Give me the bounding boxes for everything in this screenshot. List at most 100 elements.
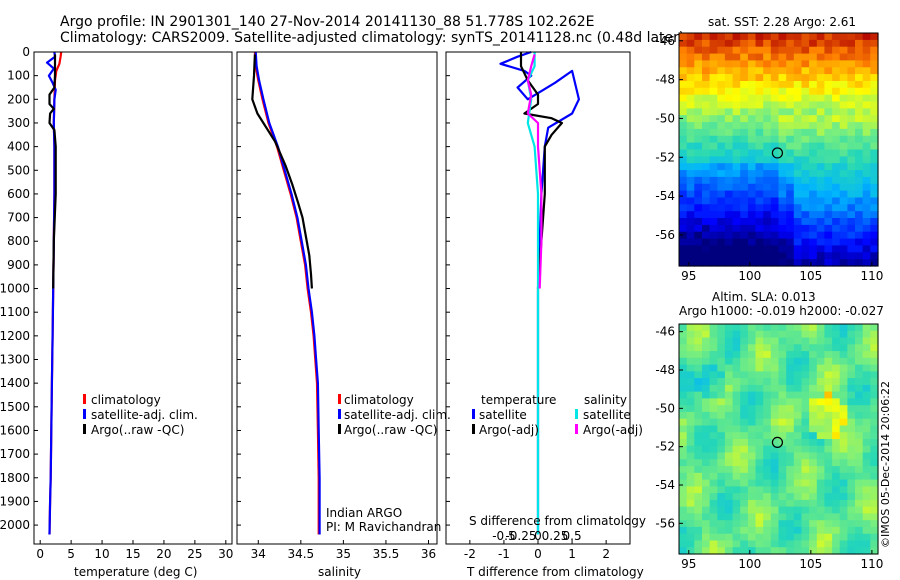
heatmap-cell [763, 238, 772, 247]
heatmap-cell [839, 115, 848, 123]
y-tick-label: -50 [655, 111, 675, 125]
heatmap-cell [694, 122, 703, 130]
heatmap-cell [816, 472, 826, 481]
heatmap-cell [870, 135, 879, 144]
heatmap-cell [786, 81, 795, 89]
heatmap-cell [740, 183, 749, 192]
x-tick-label: 25 [187, 547, 202, 561]
heatmap-cell [839, 378, 848, 386]
heatmap-cell [702, 108, 711, 116]
heatmap-cell [809, 337, 818, 345]
heatmap-cell [763, 67, 772, 75]
heatmap-cell [786, 183, 795, 192]
heatmap-cell [801, 142, 810, 151]
heatmap-cell [824, 163, 833, 171]
heatmap-cell [770, 445, 780, 454]
heatmap-cell [816, 398, 826, 406]
heatmap-cell [786, 197, 795, 205]
heatmap-cell [724, 459, 734, 467]
heatmap-cell [847, 493, 856, 501]
heatmap-cell [855, 513, 864, 521]
heatmap-cell [679, 499, 688, 508]
heatmap-cell [847, 190, 856, 199]
heatmap-cell [755, 67, 764, 75]
heatmap-cell [702, 540, 711, 548]
heatmap-cell [824, 371, 833, 379]
heatmap-cell [702, 547, 711, 555]
heatmap-cell [732, 547, 741, 555]
heatmap-cell [832, 520, 841, 528]
heatmap-cell [801, 513, 810, 521]
heatmap-cell [740, 445, 749, 454]
legend-label-temp-argo: Argo(-adj) [479, 423, 539, 437]
heatmap-cell [855, 211, 864, 219]
heatmap-cell [694, 472, 703, 481]
heatmap-cell [679, 526, 688, 535]
heatmap-cell [679, 67, 688, 75]
heatmap-cell [824, 520, 833, 528]
heatmap-cell [786, 540, 795, 548]
heatmap-cell [824, 46, 833, 55]
heatmap-cell [724, 67, 734, 75]
y-tick-label: -56 [655, 516, 675, 530]
heatmap-cell [839, 197, 848, 205]
heatmap-cell [694, 53, 703, 62]
heatmap-cell [855, 108, 864, 116]
heatmap-cell [870, 149, 879, 157]
heatmap-cell [870, 170, 879, 178]
heatmap-cell [816, 46, 826, 55]
heatmap-cell [732, 156, 741, 164]
heatmap-cell [747, 398, 757, 406]
heatmap-cell [717, 466, 726, 474]
heatmap-cell [855, 170, 864, 178]
heatmap-cell [809, 540, 818, 548]
heatmap-cell [686, 163, 695, 171]
heatmap-cell [870, 197, 879, 205]
heatmap-cell [732, 472, 741, 481]
heatmap-cell [862, 540, 871, 548]
heatmap-cell [862, 67, 871, 75]
heatmap-cell [702, 418, 711, 427]
heatmap-cell [686, 94, 695, 103]
y-tick-label: 1000 [0, 282, 30, 296]
heatmap-cell [770, 398, 780, 406]
heatmap-cell [686, 46, 695, 55]
heatmap-cell [855, 224, 864, 233]
heatmap-cell [824, 472, 833, 481]
heatmap-cell [724, 486, 734, 494]
heatmap-cell [847, 405, 856, 413]
heatmap-cell [832, 398, 841, 406]
heatmap-cell [824, 432, 833, 440]
heatmap-cell [847, 486, 856, 494]
heatmap-cell [717, 211, 726, 219]
heatmap-cell [694, 67, 703, 75]
heatmap-cell [717, 245, 726, 253]
heatmap-cell [832, 493, 841, 501]
heatmap-cell [801, 128, 810, 137]
heatmap-cell [717, 115, 726, 123]
heatmap-cell [709, 445, 718, 454]
heatmap-cell [724, 135, 734, 144]
heatmap-cell [839, 425, 848, 433]
heatmap-cell [740, 128, 749, 137]
heatmap-cell [686, 493, 695, 501]
heatmap-cell [724, 74, 734, 82]
heatmap-cell [724, 411, 734, 420]
heatmap-cell [847, 142, 856, 151]
heatmap-cell [839, 183, 848, 192]
heatmap-cell [686, 238, 695, 247]
heatmap-cell [847, 459, 856, 467]
heatmap-cell [694, 378, 703, 386]
heatmap-cell [778, 53, 787, 62]
heatmap-cell [694, 135, 703, 144]
heatmap-cell [709, 364, 718, 372]
heatmap-cell [717, 46, 726, 55]
heatmap-cell [793, 231, 803, 240]
heatmap-cell [824, 204, 833, 212]
heatmap-cell [763, 411, 772, 420]
heatmap-cell [686, 74, 695, 82]
heatmap-cell [847, 513, 856, 521]
heatmap-cell [862, 378, 871, 386]
heatmap-cell [747, 439, 757, 447]
heatmap-cell [816, 547, 826, 555]
